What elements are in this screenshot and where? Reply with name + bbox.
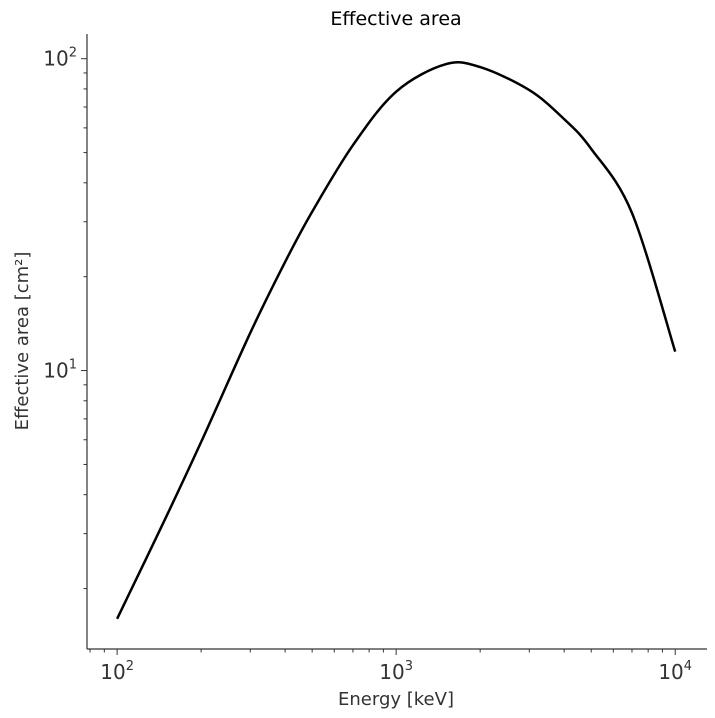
minor-ticks xyxy=(83,72,663,653)
y-axis-label: Effective area [cm²] xyxy=(12,252,33,431)
chart-title: Effective area xyxy=(330,8,461,30)
x-tick-base: 10 xyxy=(379,660,404,684)
x-tick-exponent: 2 xyxy=(126,659,134,674)
y-tick-base: 10 xyxy=(43,47,68,71)
x-ticks: 102 103 104 xyxy=(100,649,692,684)
x-axis-label: Energy [keV] xyxy=(338,689,454,710)
x-tick-base: 10 xyxy=(100,660,125,684)
x-tick-label: 102 xyxy=(100,659,134,684)
x-tick-exponent: 3 xyxy=(405,659,413,674)
y-tick-label: 101 xyxy=(43,358,77,383)
x-tick-label: 103 xyxy=(379,659,413,684)
x-tick-exponent: 4 xyxy=(684,659,692,674)
y-tick-exponent: 1 xyxy=(69,358,77,373)
x-tick-label: 104 xyxy=(658,659,692,684)
x-tick-base: 10 xyxy=(658,660,683,684)
y-tick-label: 102 xyxy=(43,46,77,71)
series-line xyxy=(115,61,677,620)
y-tick-exponent: 2 xyxy=(69,46,77,61)
y-tick-base: 10 xyxy=(43,359,68,383)
